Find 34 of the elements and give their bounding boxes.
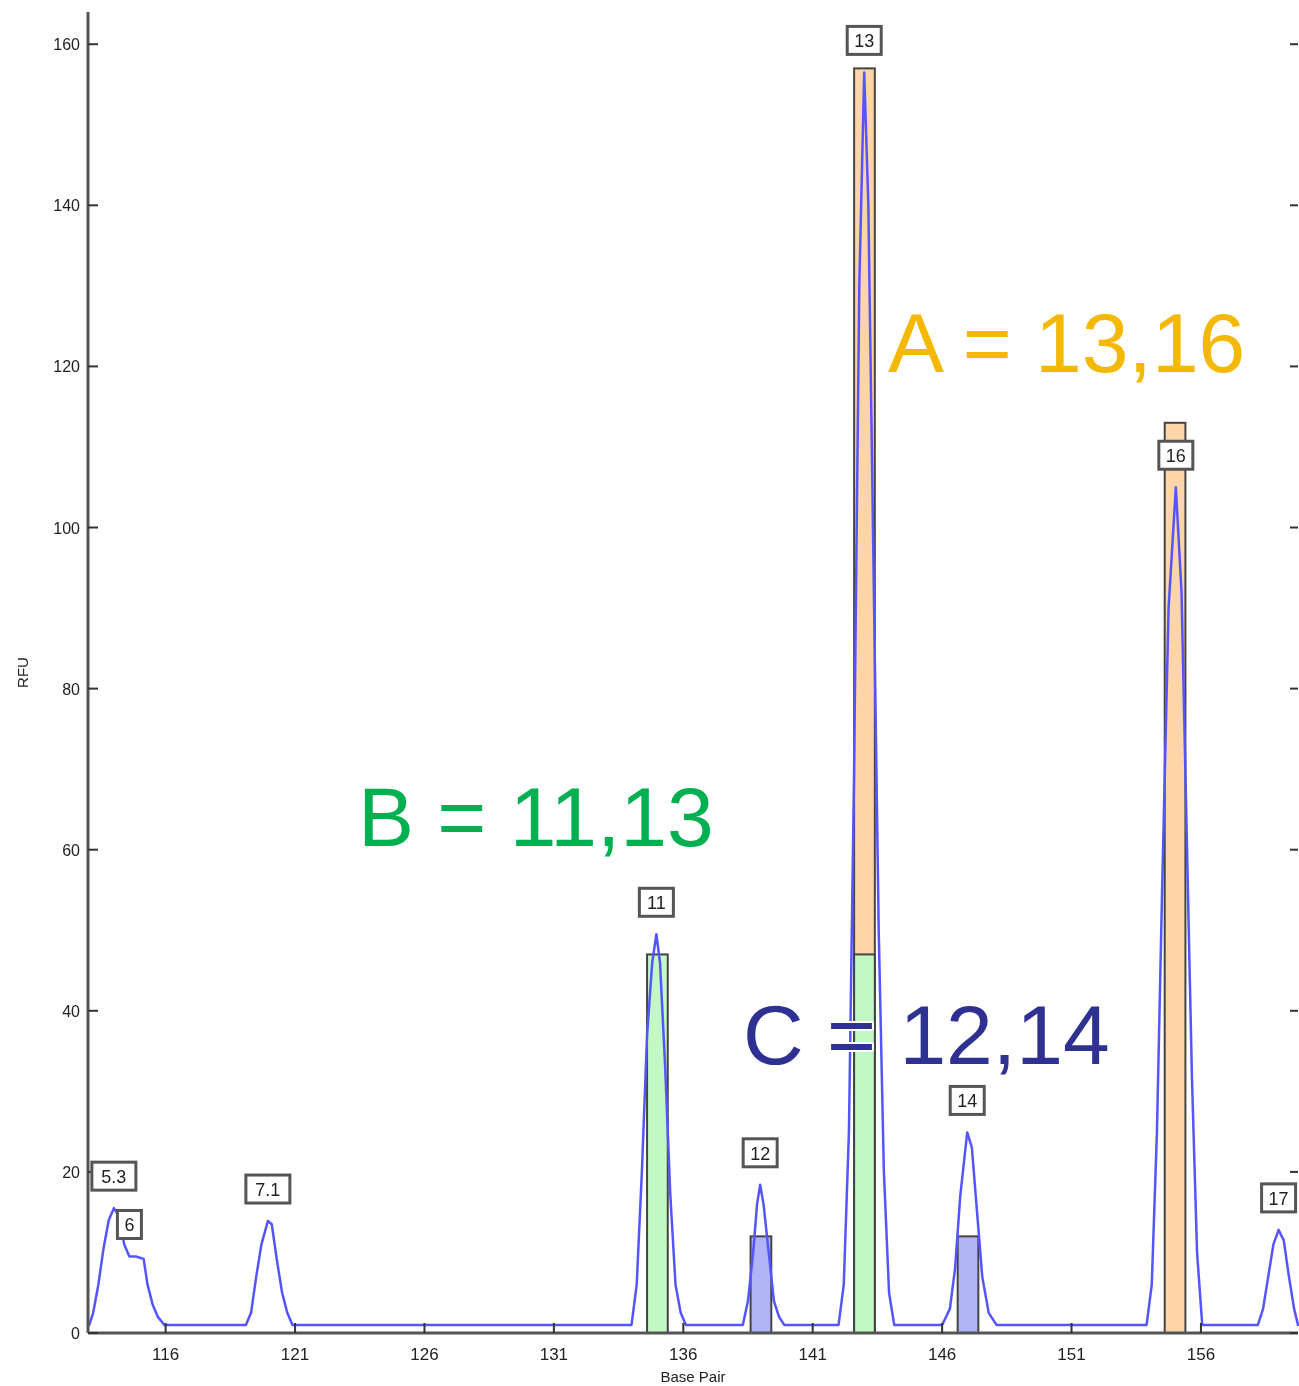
- x-tick-label: 126: [410, 1345, 439, 1364]
- x-tick-label: 151: [1057, 1345, 1086, 1364]
- annotation: B = 11,13: [358, 770, 714, 864]
- annotation: 6: [124, 1215, 135, 1236]
- y-tick-label: 0: [71, 1325, 81, 1342]
- y-tick-label: 20: [62, 1163, 81, 1181]
- annotation: 16: [1165, 446, 1186, 467]
- y-tick-label: 40: [62, 1002, 81, 1020]
- annotation: 5.3: [101, 1167, 127, 1188]
- bar: [646, 953, 669, 1334]
- x-tick-label: 131: [539, 1345, 569, 1364]
- annotation: 12: [750, 1143, 771, 1164]
- y-tick-label: 100: [53, 519, 81, 537]
- x-tick-label: 121: [280, 1345, 310, 1364]
- x-tick-label: 156: [1186, 1345, 1216, 1364]
- y-tick-label: 140: [53, 197, 81, 215]
- y-tick-label: 160: [53, 36, 81, 54]
- annotation: A = 13,16: [888, 296, 1246, 390]
- x-tick-label: 146: [927, 1345, 957, 1364]
- line-series: [88, 71, 1299, 1327]
- y-tick-label: 80: [62, 680, 81, 698]
- y-tick-label: 120: [53, 358, 81, 376]
- annotation: 13: [854, 31, 875, 52]
- x-tick-label: 141: [798, 1345, 827, 1364]
- annotation: 14: [957, 1091, 978, 1112]
- annotation: 11: [647, 893, 666, 914]
- annotation: 7.1: [255, 1180, 281, 1201]
- x-axis-title: Base Pair: [660, 1368, 726, 1385]
- annotation: 17: [1268, 1188, 1289, 1209]
- y-tick-label: 60: [62, 841, 81, 859]
- bar: [956, 1235, 980, 1334]
- x-tick-label: 136: [669, 1345, 698, 1364]
- x-tick-label: 116: [152, 1345, 180, 1364]
- y-axis-title: RFU: [14, 657, 31, 688]
